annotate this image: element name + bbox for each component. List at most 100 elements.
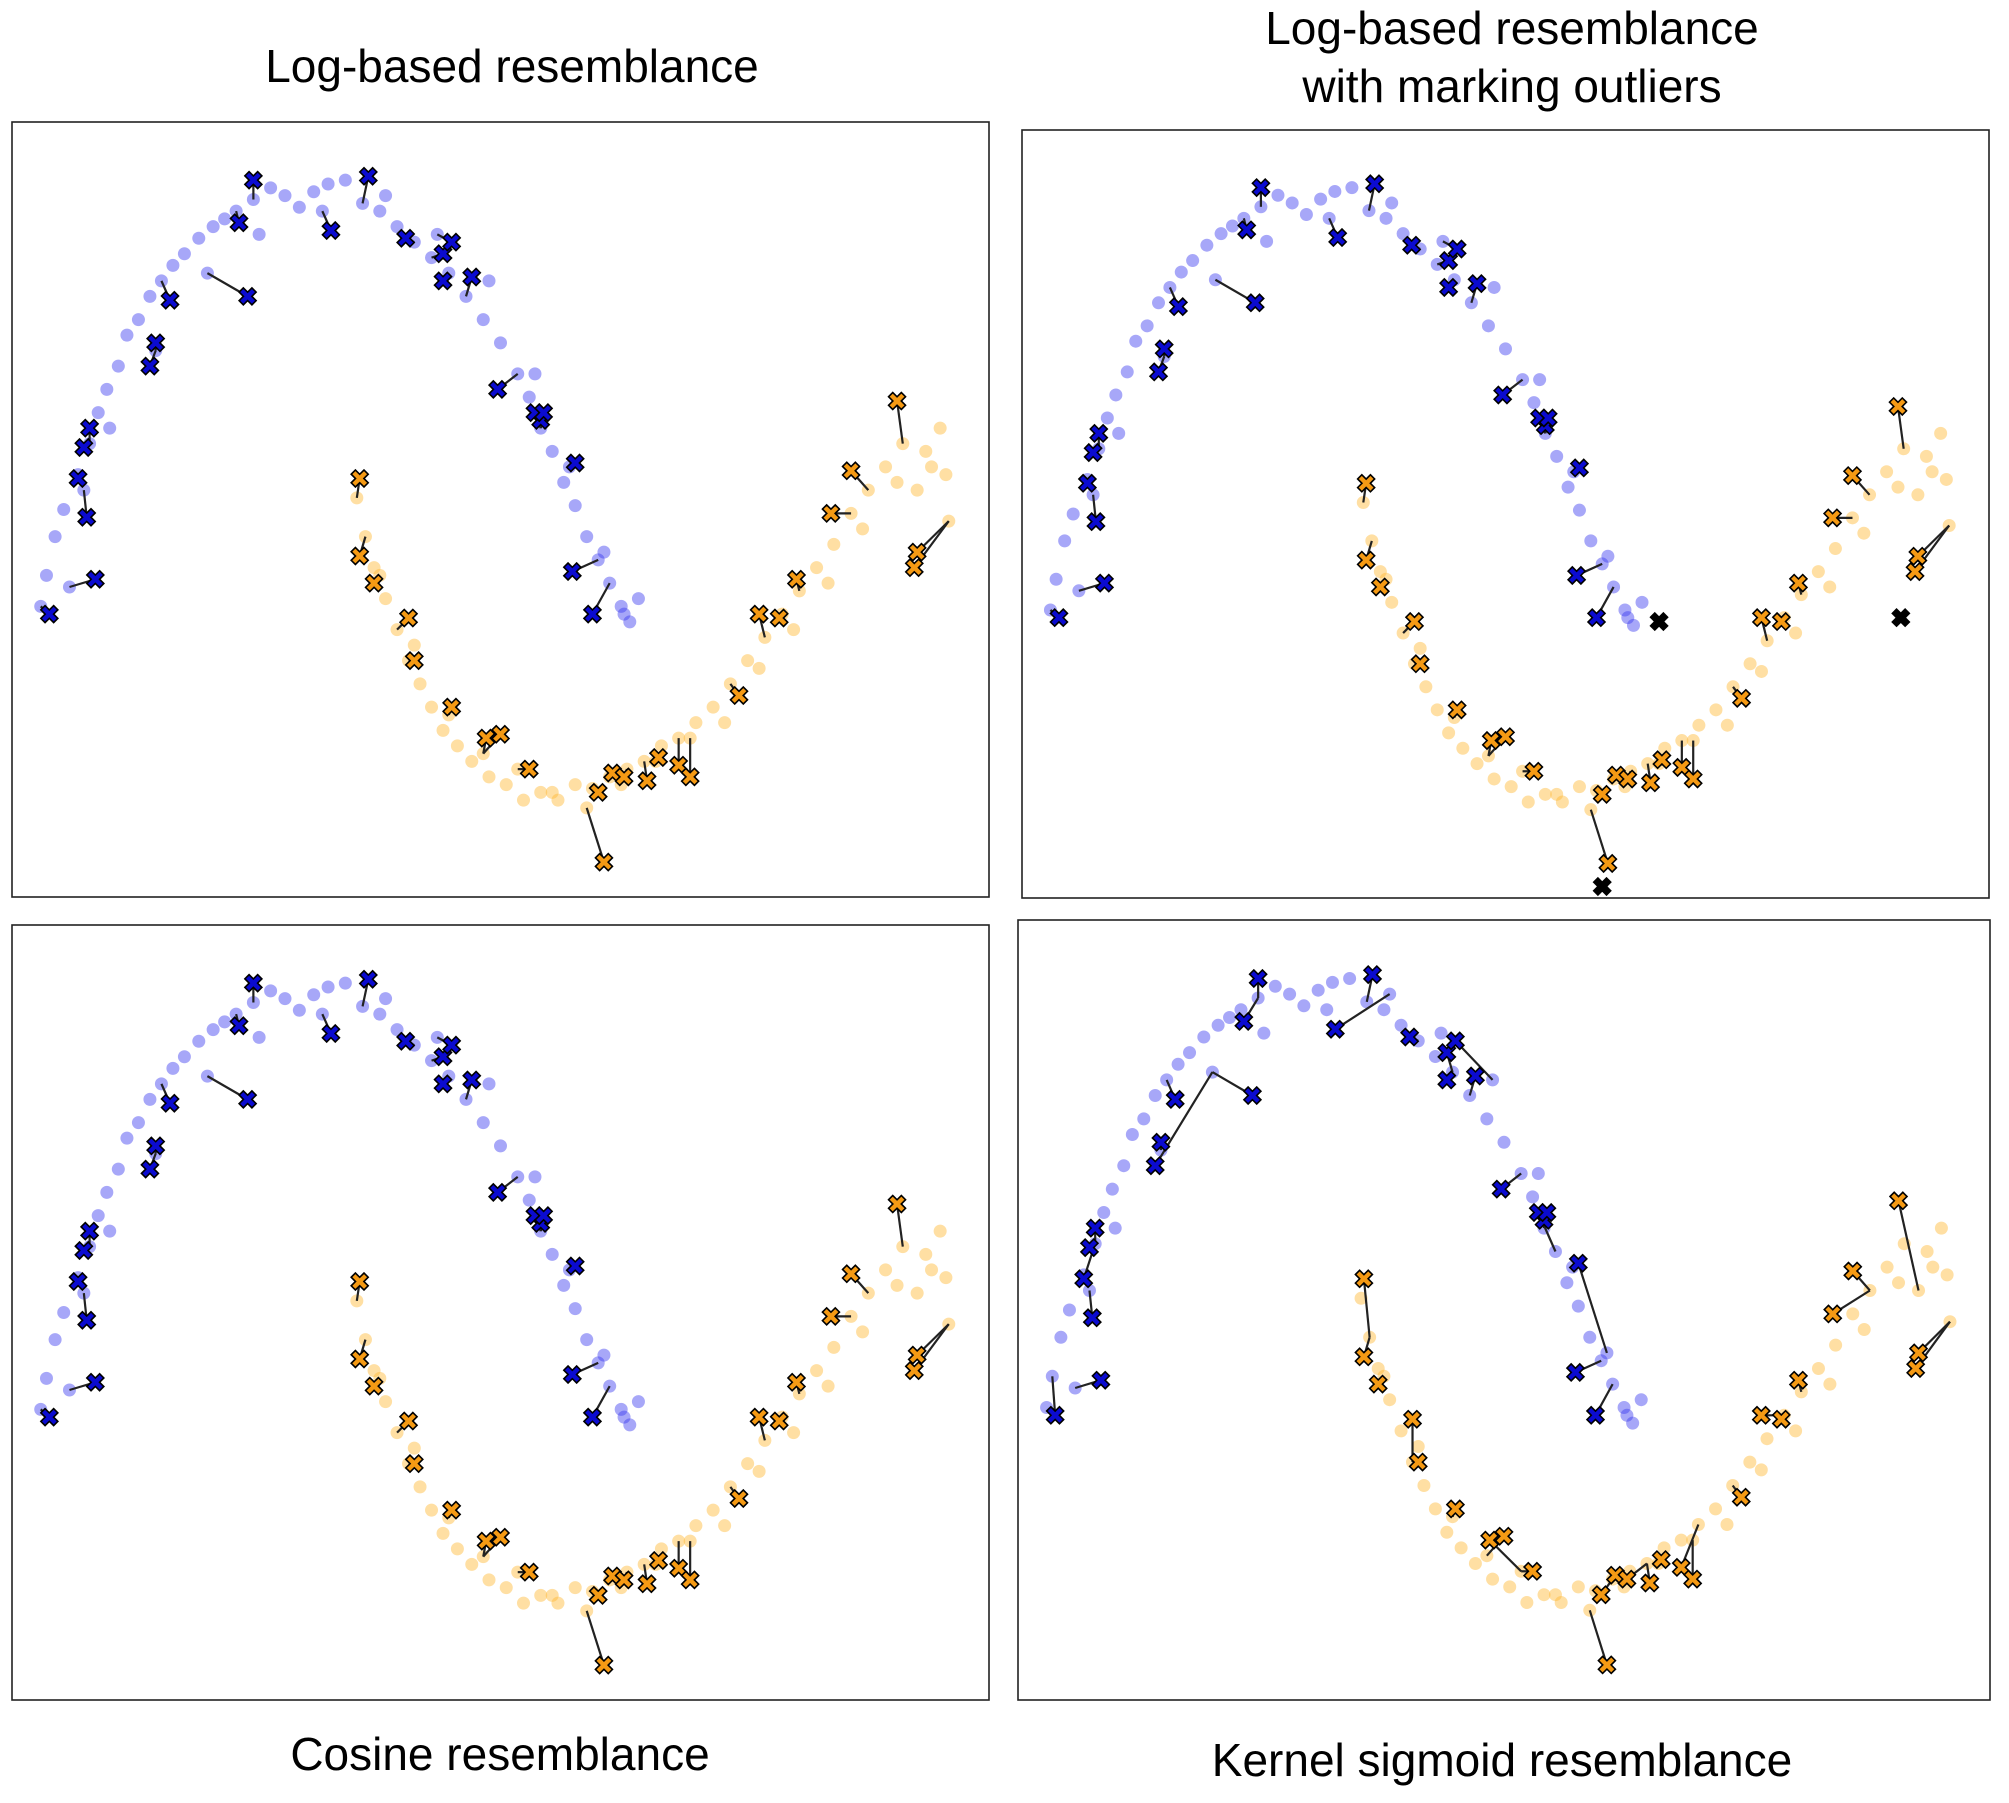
class-1-representative [614, 767, 634, 787]
panel-title: Kernel sigmoid resemblance [1212, 1734, 1792, 1786]
class-1-point [654, 739, 668, 753]
class-0-point [1171, 1057, 1185, 1071]
class-1-representative [1652, 750, 1672, 770]
class-0-representative [1086, 512, 1106, 532]
class-1-point [450, 739, 464, 753]
class-0-representative [533, 402, 554, 423]
class-1-point [1674, 1533, 1688, 1547]
panel-log-based-outliers: Log-based resemblance with marking outli… [1021, 2, 1990, 899]
class-1-representative [588, 1585, 608, 1606]
class-0-representative [1237, 220, 1257, 240]
class-0-point [1343, 972, 1357, 985]
class-1-representative [729, 685, 749, 706]
class-1-point [910, 483, 924, 497]
class-1-point [925, 460, 939, 474]
plot-frame [11, 924, 990, 1701]
class-1-representative [1524, 761, 1544, 781]
class-0-point [623, 1418, 637, 1432]
class-1-point [1419, 680, 1433, 694]
class-0-point [307, 185, 321, 199]
class-0-point [1058, 534, 1072, 548]
class-1-point [1394, 1424, 1408, 1438]
class-0-point [522, 1193, 536, 1207]
class-0-point [1379, 211, 1393, 225]
class-0-point [1152, 296, 1166, 310]
class-0-point [580, 530, 594, 544]
class-0-point [1561, 480, 1575, 494]
class-1-representative [404, 650, 424, 671]
class-1-point [1428, 1502, 1442, 1516]
class-1-representative [1788, 1370, 1809, 1390]
class-0-point [1434, 1026, 1448, 1040]
class-0-point [103, 421, 117, 435]
class-1-point [1385, 595, 1399, 609]
class-0-point [1531, 1167, 1545, 1180]
class-0-representative [1085, 1218, 1105, 1238]
class-1-point [499, 1581, 513, 1595]
class-1-point [1789, 626, 1803, 640]
class-1-point [919, 1247, 933, 1261]
class-0-point [1125, 1128, 1139, 1141]
class-1-point [856, 522, 870, 536]
class-1-point [1548, 1588, 1562, 1602]
class-0-point [218, 1015, 232, 1029]
class-1-point [1789, 1424, 1803, 1438]
class-0-point [111, 1162, 125, 1176]
class-1-point [1571, 1580, 1585, 1594]
class-1-representative [350, 468, 370, 489]
class-0-representative [39, 1407, 59, 1427]
class-0-point [1109, 388, 1123, 402]
class-1-point [1572, 780, 1586, 794]
class-1-representative [588, 782, 608, 803]
class-0-point [379, 992, 393, 1006]
class-0-representative [1049, 608, 1069, 628]
class-0-representative [321, 220, 341, 241]
class-1-representative [1842, 465, 1863, 486]
class-1-point [1829, 1338, 1843, 1352]
class-1-representative [786, 1372, 807, 1392]
class-0-representative [1234, 1011, 1254, 1032]
class-1-point [465, 754, 479, 768]
class-0-representative [237, 286, 258, 307]
class-1-point [436, 1526, 450, 1540]
class-1-representative [680, 767, 700, 787]
class-0-point [1225, 219, 1239, 233]
class-1-representative [1356, 550, 1376, 570]
class-1-representative [1822, 508, 1843, 528]
class-0-point [580, 1333, 594, 1347]
class-0-representative [1402, 235, 1422, 255]
class-0-representative [1362, 964, 1383, 985]
class-0-point [166, 258, 180, 272]
class-0-point [278, 992, 292, 1006]
class-1-point [1926, 1260, 1940, 1274]
class-1-representative [887, 1194, 907, 1214]
class-1-point [1846, 1307, 1860, 1321]
class-1-representative [1908, 546, 1928, 566]
class-1-point [1470, 757, 1484, 771]
class-0-point [373, 204, 387, 218]
class-1-point [1413, 641, 1427, 655]
class-0-point [597, 1348, 611, 1362]
class-0-representative [1245, 293, 1265, 313]
class-0-point [39, 1371, 53, 1385]
class-1-representative [1410, 654, 1430, 674]
class-1-point [425, 1503, 439, 1517]
class-0-point [103, 1224, 117, 1238]
class-0-representative [1089, 423, 1109, 443]
class-1-representative [1592, 784, 1612, 804]
class-0-point [166, 1061, 180, 1075]
class-0-point [1626, 1416, 1640, 1430]
class-1-point [545, 1588, 559, 1602]
class-1-representative [350, 1271, 370, 1292]
assignment-link [585, 807, 605, 863]
plot-area [1043, 174, 1956, 897]
panel-title-line-1: Log-based resemblance [1265, 2, 1759, 54]
class-0-representative [1400, 1027, 1420, 1047]
class-1-point [919, 444, 933, 458]
class-1-point [1857, 526, 1871, 540]
class-0-representative [1538, 408, 1558, 428]
class-1-point [879, 1263, 893, 1277]
class-0-point [1112, 426, 1126, 440]
assignment-link [895, 400, 904, 444]
class-1-point [1486, 1572, 1500, 1586]
